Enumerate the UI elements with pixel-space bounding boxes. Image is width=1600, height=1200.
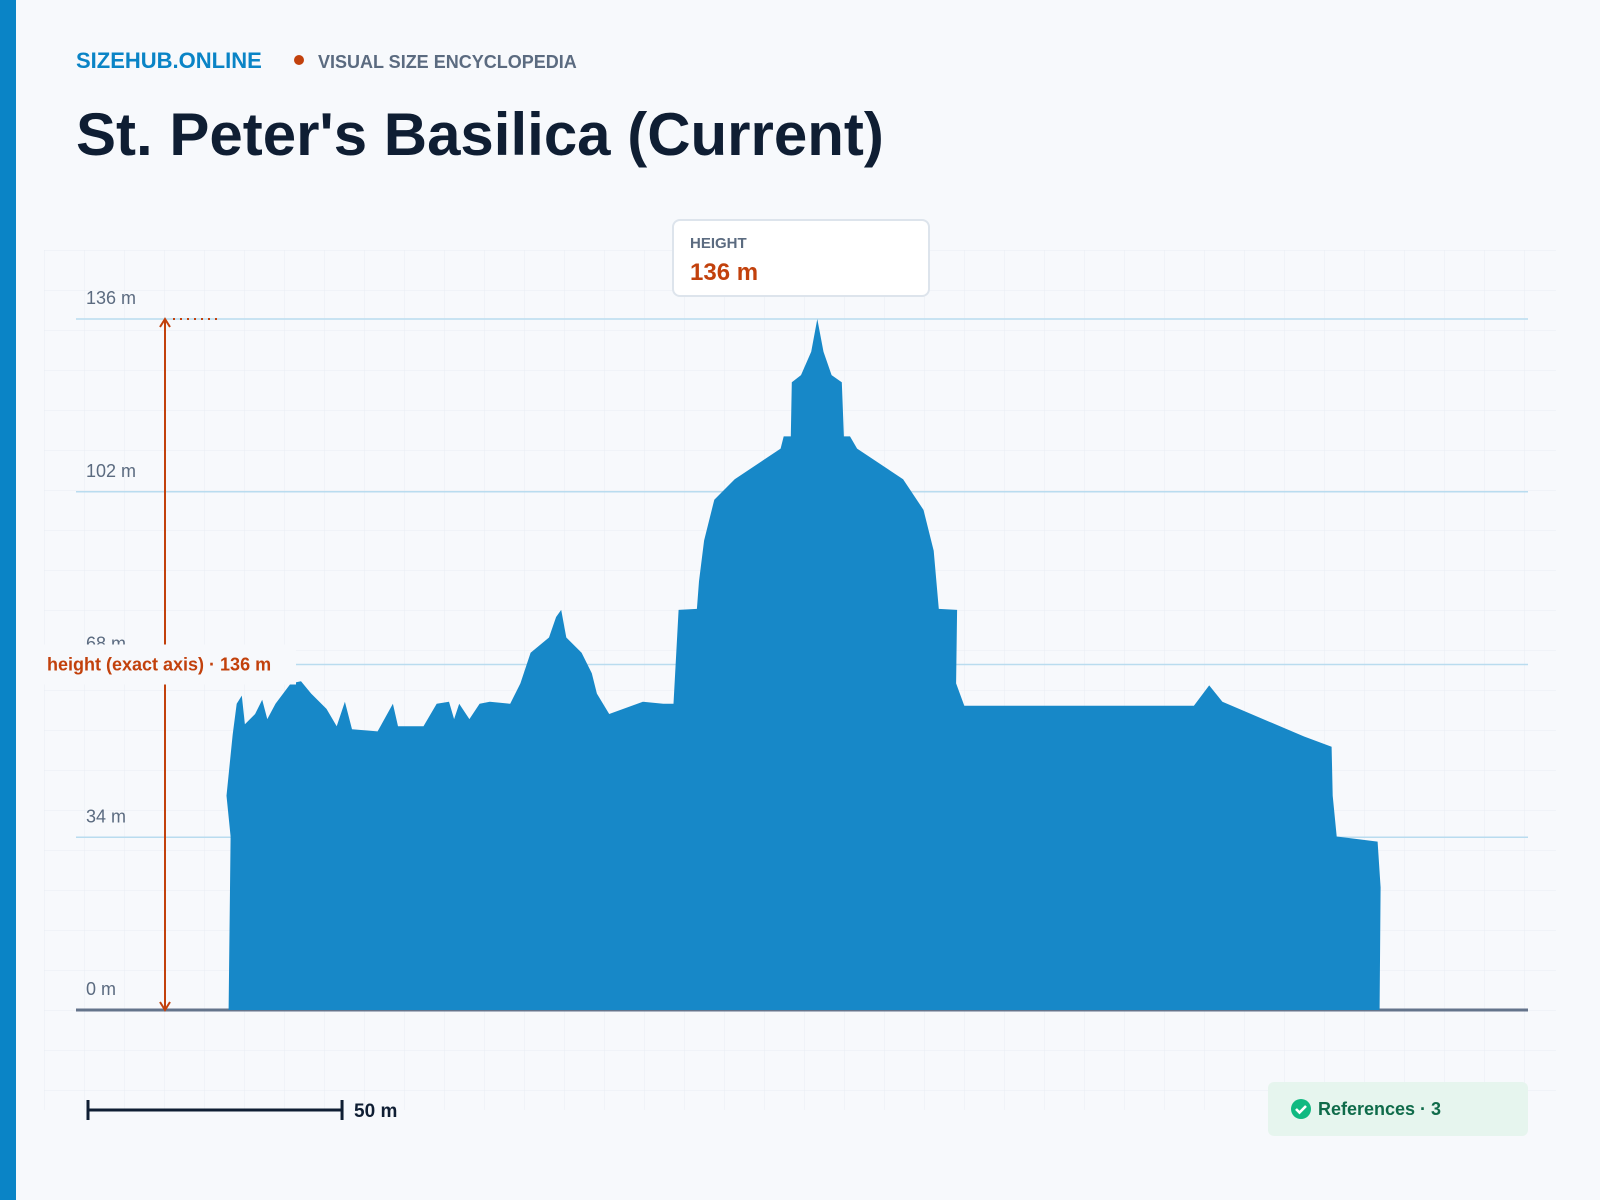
y-tick-label: 102 m bbox=[86, 461, 136, 481]
brand[interactable]: SIZEHUB.ONLINE bbox=[76, 48, 262, 73]
references-label: References · 3 bbox=[1318, 1099, 1442, 1119]
card-label: HEIGHT bbox=[690, 235, 747, 252]
scale-label: 50 m bbox=[354, 1101, 397, 1122]
card-value: 136 m bbox=[690, 259, 759, 286]
separator-dot bbox=[294, 55, 304, 65]
annotation: height (exact axis) · 136 m bbox=[47, 655, 271, 675]
check-icon bbox=[1291, 1099, 1311, 1119]
height-card: HEIGHT 136 m bbox=[672, 219, 930, 297]
tagline: VISUAL SIZE ENCYCLOPEDIA bbox=[318, 52, 577, 72]
arrow-head bbox=[159, 317, 171, 1012]
side-bar bbox=[0, 0, 16, 1200]
y-tick-label: 0 m bbox=[86, 979, 116, 999]
building-silhouette bbox=[226, 319, 1381, 1010]
annotation-bg bbox=[16, 644, 296, 685]
references-button[interactable]: References · 3 bbox=[1268, 1082, 1528, 1136]
y-tick-label: 136 m bbox=[86, 288, 136, 308]
page-title: St. Peter's Basilica (Current) bbox=[76, 101, 884, 168]
y-tick-label: 34 m bbox=[86, 806, 126, 826]
